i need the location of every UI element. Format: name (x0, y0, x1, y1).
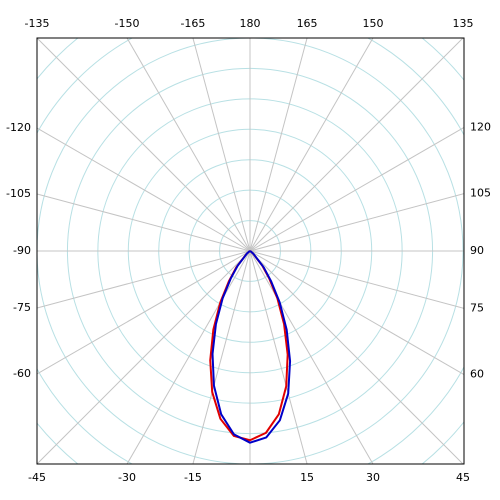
grid-spoke (249, 38, 374, 252)
grid-spoke (37, 250, 251, 464)
grid-spoke (126, 38, 251, 252)
angle-tick-label: 105 (470, 187, 491, 200)
angle-tick-label: -135 (25, 17, 50, 30)
grid-spoke (192, 250, 251, 464)
angle-tick-label: 45 (456, 471, 470, 484)
angle-tick-label: -105 (6, 187, 31, 200)
grid-spoke (192, 38, 251, 252)
grid-spoke (37, 250, 251, 375)
angle-tick-label: -75 (13, 301, 31, 314)
grid-spoke (37, 38, 251, 252)
angle-tick-label: 30 (366, 471, 380, 484)
angle-tick-label: 180 (240, 17, 261, 30)
grid-spoke (249, 250, 464, 309)
angle-tick-label: -60 (13, 367, 31, 380)
grid-spoke (249, 250, 464, 375)
grid-spoke (249, 250, 308, 464)
labels: 15 30 45 60 75 90 105 120 135 150 165 180 -165 -150 -1… (6, 17, 491, 484)
angle-tick-label: 150 (362, 17, 383, 30)
angle-tick-label: -15 (184, 471, 202, 484)
angle-tick-label: 90 (470, 244, 484, 257)
curves (209, 250, 292, 444)
angle-tick-label: 135 (453, 17, 474, 30)
angle-tick-label: -30 (118, 471, 136, 484)
angle-tick-label: 15 (300, 471, 314, 484)
angle-tick-label: -150 (115, 17, 140, 30)
angle-tick-label: -90 (13, 244, 31, 257)
angle-tick-label: -45 (28, 471, 46, 484)
angle-tick-label: -165 (180, 17, 205, 30)
angle-tick-label: 165 (297, 17, 318, 30)
grid-spoke (249, 250, 464, 464)
grid-spoke (126, 250, 251, 464)
grid-spoke (249, 38, 308, 252)
grid-spoke (37, 127, 251, 252)
intensity-curve (211, 250, 292, 444)
angle-tick-label: 60 (470, 368, 484, 381)
grid-spoke (37, 193, 251, 252)
angle-tick-label: -120 (6, 121, 31, 134)
angle-tick-label: 120 (470, 120, 491, 133)
grid-spoke (249, 38, 464, 252)
grid-spoke (37, 250, 251, 309)
grid-spoke (249, 250, 374, 464)
grid-spoke (249, 193, 464, 252)
angle-tick-label: 75 (470, 301, 484, 314)
plot-frame (36, 37, 465, 465)
grid-spoke (249, 127, 464, 252)
